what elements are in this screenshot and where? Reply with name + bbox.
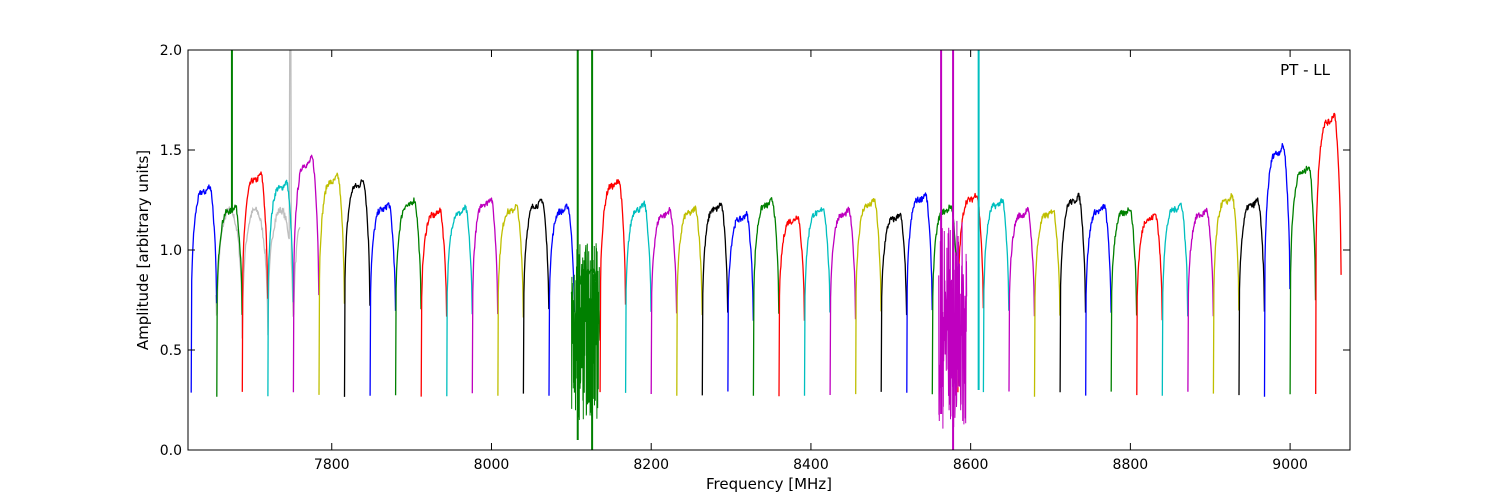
channel-series-3 (241, 171, 269, 392)
channel-series-19 (650, 206, 678, 395)
x-tick-label: 8400 (793, 457, 829, 473)
channel-series-33 (1008, 206, 1036, 392)
channel-series-9 (394, 197, 422, 396)
channel-series-14 (522, 198, 550, 394)
y-tick-label: 1.5 (160, 143, 182, 159)
channel-series-7 (343, 179, 371, 397)
y-tick-label: 0.5 (160, 343, 182, 359)
channel-series-37 (1110, 207, 1138, 392)
channel-series-2 (216, 204, 243, 397)
channel-series-23 (752, 197, 780, 396)
channel-series-45 (1315, 112, 1342, 395)
x-tick-label: 9000 (1272, 457, 1308, 473)
channel-series-29 (906, 192, 933, 393)
channel-series-28 (880, 212, 908, 392)
channel-series-36 (1085, 203, 1112, 396)
channel-series-42 (1238, 197, 1266, 396)
channel-series-44 (1289, 165, 1317, 395)
channel-series-22 (727, 210, 754, 392)
channel-series-34 (1033, 209, 1061, 397)
y-tick-label: 1.0 (160, 243, 182, 259)
channel-series-38 (1136, 213, 1163, 396)
channel-series-35 (1059, 192, 1087, 393)
x-tick-label: 8200 (633, 457, 669, 473)
x-tick-label: 8600 (953, 457, 989, 473)
channel-series-26 (829, 206, 857, 396)
channel-series-21 (701, 202, 729, 396)
channel-series-41 (1212, 193, 1240, 394)
channel-series-25 (803, 207, 831, 396)
channel-series-24 (778, 215, 806, 397)
x-tick-label: 7800 (314, 457, 350, 473)
channel-series-8 (369, 202, 397, 396)
channel-series-40 (1187, 207, 1214, 392)
channel-series-5 (292, 154, 320, 393)
tick-layer: 7800 8000 8200 8400 8600 8800 9000 0.0 0.5 1.0 1.5… (160, 43, 1350, 473)
channel-series-18 (624, 200, 652, 393)
channel-series-17 (599, 179, 627, 393)
channel-series-11 (446, 204, 473, 397)
y-tick-label: 0.0 (160, 443, 182, 459)
channel-series-4 (267, 179, 294, 397)
y-tick-label: 2.0 (160, 43, 182, 59)
channel-series-1 (190, 184, 218, 393)
channel-series-27 (855, 197, 882, 395)
series-layer (190, 50, 1342, 450)
y-axis-label: Amplitude [arbitrary units] (134, 150, 152, 350)
rfi-noise-1 (570, 243, 600, 421)
chart-annotation: PT - LL (1280, 61, 1331, 79)
x-tick-label: 8000 (474, 457, 510, 473)
channel-series-6 (318, 172, 346, 395)
channel-series-39 (1161, 202, 1189, 396)
channel-series-12 (471, 197, 499, 394)
channel-series-20 (676, 205, 703, 396)
x-axis-label: Frequency [MHz] (706, 475, 832, 493)
x-tick-label: 8800 (1113, 457, 1149, 473)
channel-series-43 (1263, 142, 1291, 397)
channel-series-10 (420, 207, 448, 397)
channel-series-13 (497, 204, 524, 396)
channel-series-15 (548, 203, 576, 396)
channel-series-32 (982, 198, 1010, 393)
